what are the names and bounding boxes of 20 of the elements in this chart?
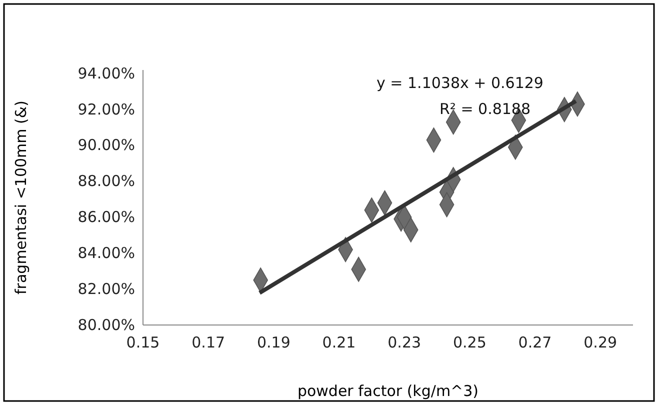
x-tick-label: 0.27 [518, 334, 552, 352]
annotation: R² = 0.8188 [439, 100, 531, 118]
y-tick-label: 90.00% [78, 136, 135, 154]
y-tick-label: 84.00% [78, 244, 135, 262]
x-tick-label: 0.15 [126, 334, 160, 352]
x-tick-label: 0.19 [256, 334, 290, 352]
x-tick-label: 0.25 [452, 334, 486, 352]
y-tick-label: 80.00% [78, 316, 135, 334]
y-tick-label: 82.00% [78, 280, 135, 298]
y-tick-label: 88.00% [78, 172, 135, 190]
y-tick-label: 86.00% [78, 208, 135, 226]
x-axis-title: powder factor (kg/m^3) [297, 382, 479, 400]
x-tick-label: 0.21 [322, 334, 356, 352]
y-tick-label: 94.00% [78, 64, 135, 82]
x-tick-label: 0.23 [388, 334, 422, 352]
y-axis-title: fragmentasi <100mm (&) [12, 100, 30, 294]
annotation: y = 1.1038x + 0.6129 [376, 74, 544, 92]
x-tick-label: 0.17 [192, 334, 226, 352]
y-tick-label: 92.00% [78, 100, 135, 118]
x-tick-label: 0.29 [584, 334, 618, 352]
